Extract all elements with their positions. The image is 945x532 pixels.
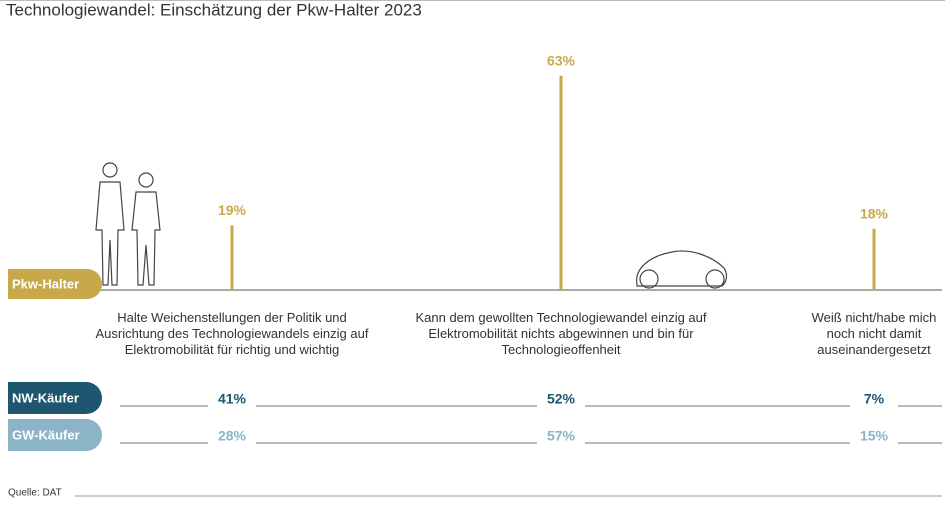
- value-label: 63%: [547, 53, 576, 69]
- legend-swatch: [8, 382, 102, 414]
- legend-label: Pkw-Halter: [12, 276, 79, 291]
- people-icon: [95, 162, 161, 286]
- car-icon: [636, 250, 728, 289]
- value-label: 28%: [218, 428, 247, 444]
- legend-label: GW-Käufer: [12, 427, 80, 442]
- value-label: 7%: [864, 391, 885, 407]
- legend-swatch: [8, 269, 102, 299]
- category-label: Kann dem gewollten Technologiewandel ein…: [415, 310, 707, 357]
- value-label: 52%: [547, 391, 576, 407]
- value-label: 57%: [547, 428, 576, 444]
- legend-swatch: [8, 419, 102, 451]
- legend-label: NW-Käufer: [12, 390, 79, 405]
- value-label: 15%: [860, 428, 889, 444]
- value-label: 41%: [218, 391, 247, 407]
- source: Quelle: DAT: [8, 488, 62, 499]
- category-label: Halte Weichenstellungen der Politik und …: [95, 310, 369, 357]
- chart-title: Technologiewandel: Einschätzung der Pkw-…: [6, 0, 422, 19]
- value-label: 19%: [218, 202, 247, 218]
- value-label: 18%: [860, 206, 889, 222]
- category-label: Weiß nicht/habe mich noch nicht damit au…: [811, 310, 937, 357]
